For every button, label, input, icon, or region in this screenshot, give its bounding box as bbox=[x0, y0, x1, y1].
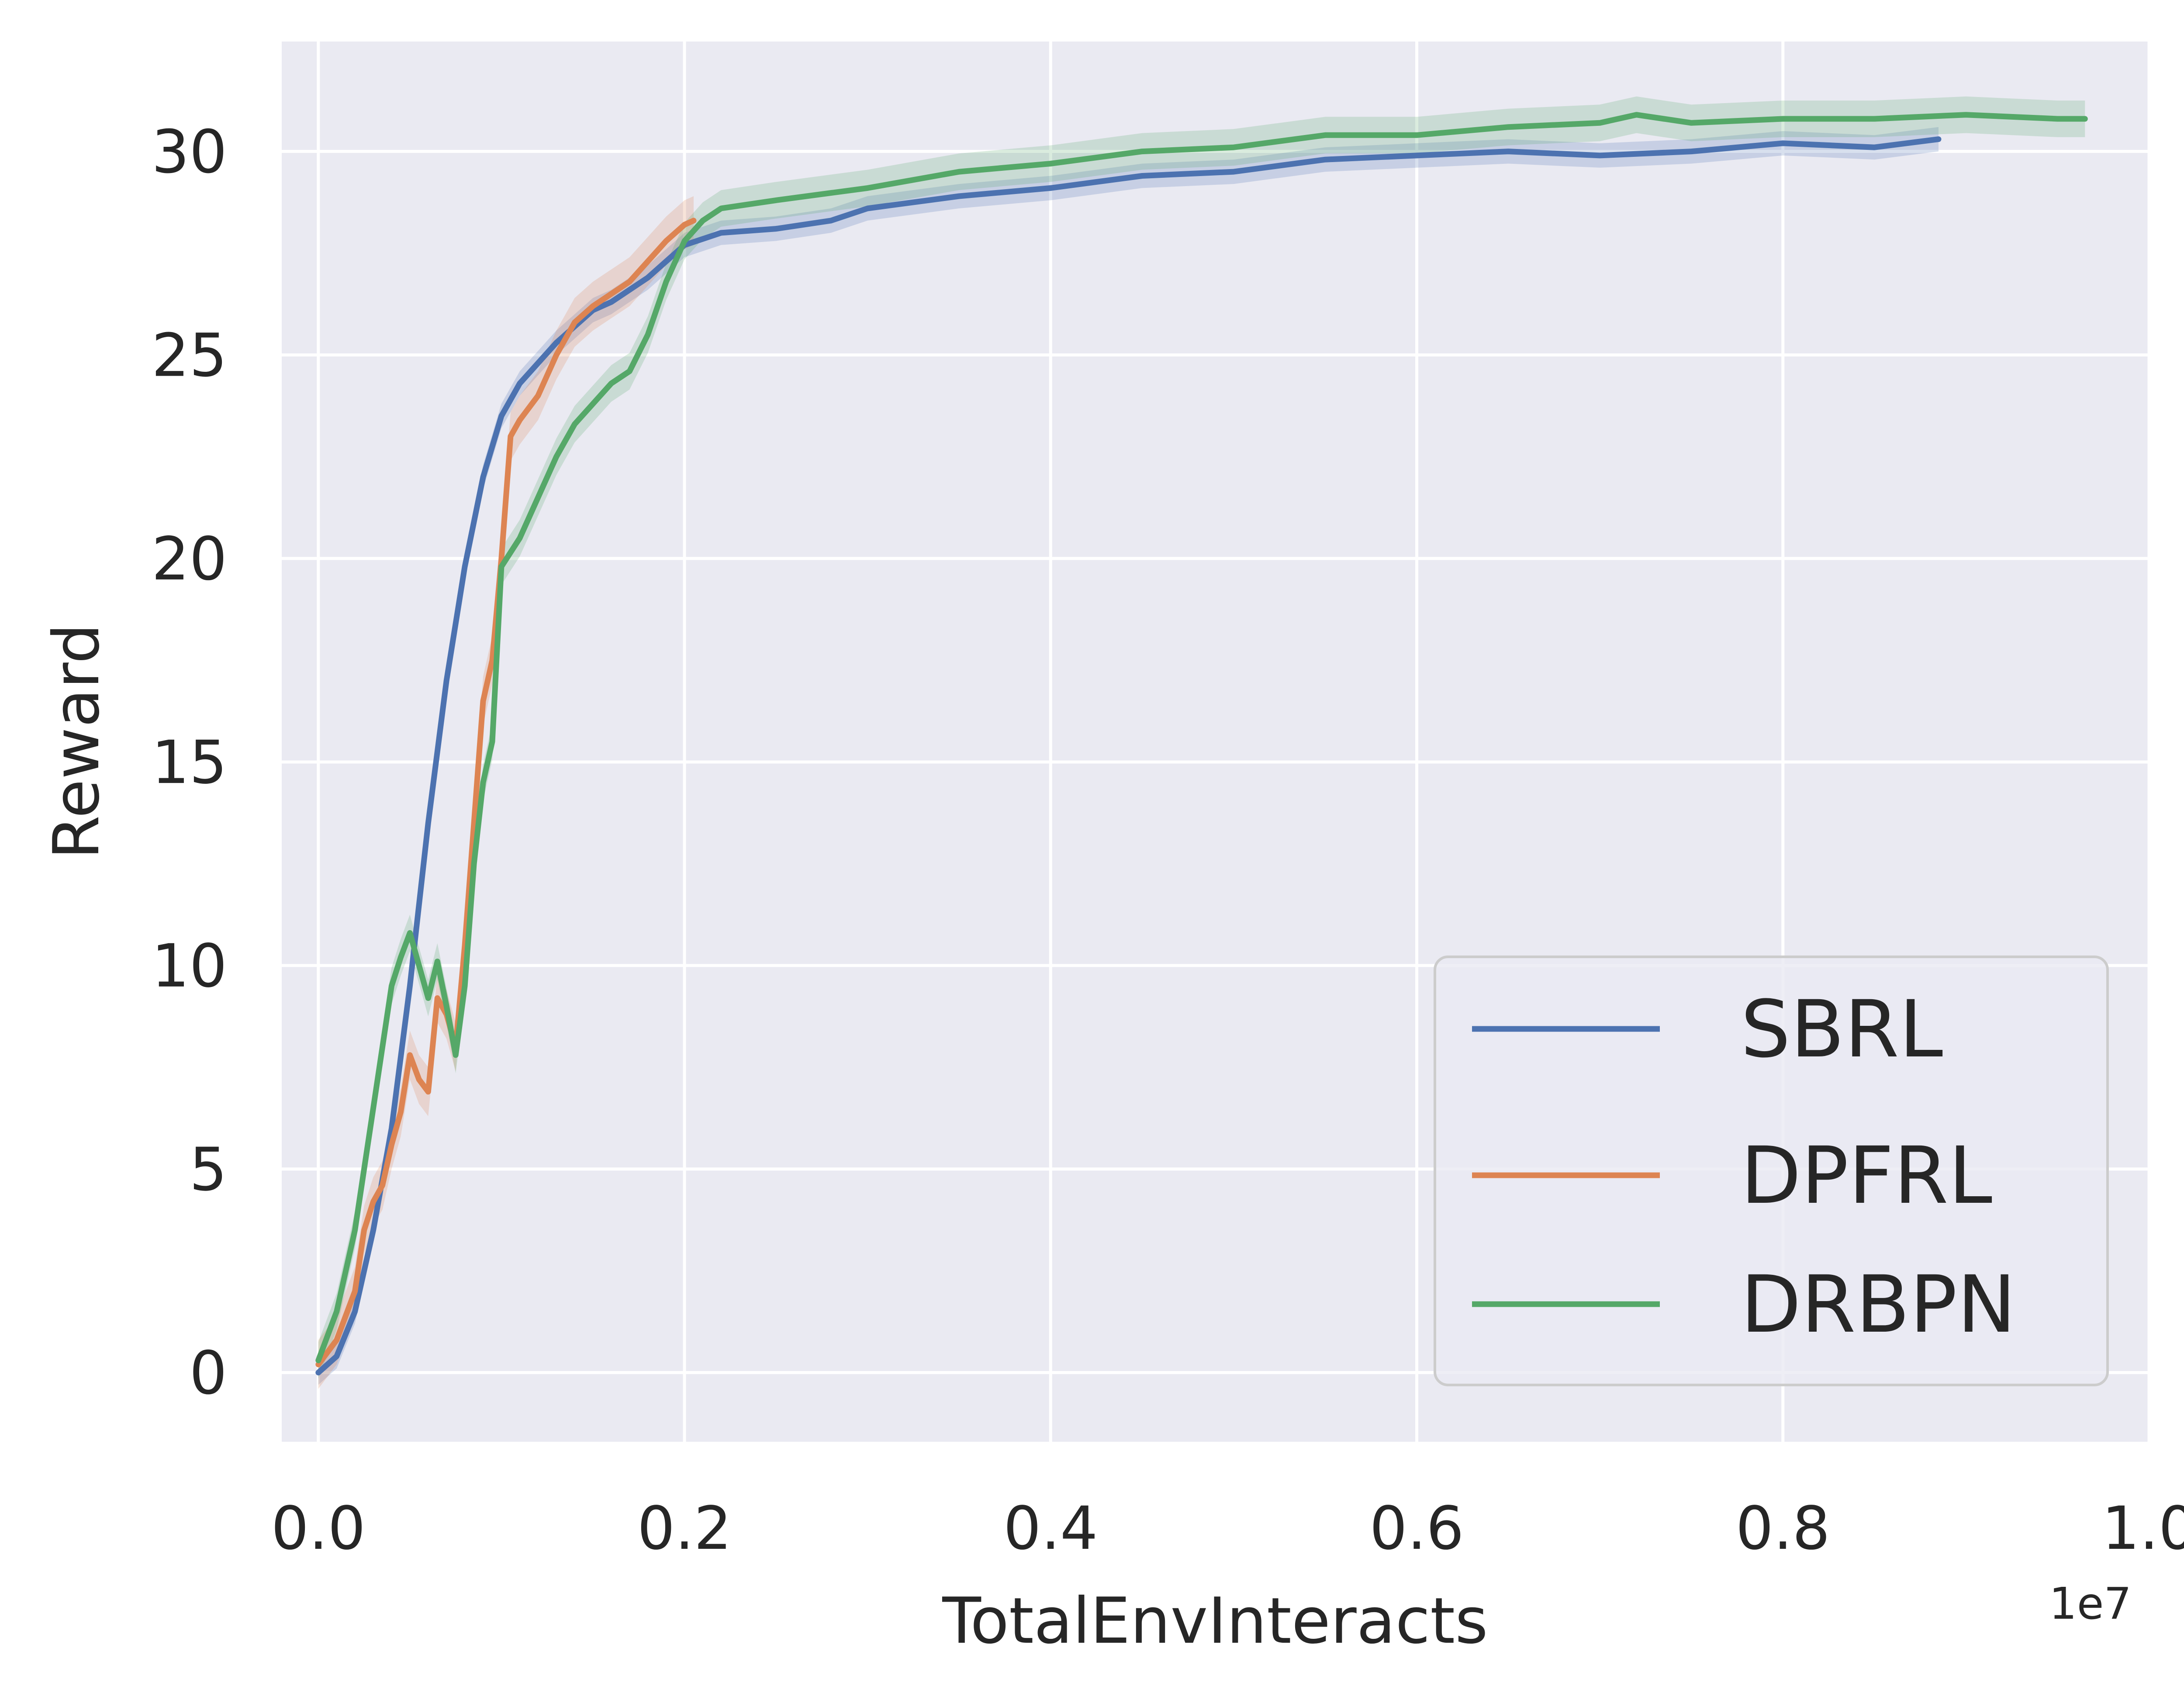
x-tick-label: 0.6 bbox=[1369, 1494, 1464, 1563]
x-tick-label: 0.2 bbox=[637, 1494, 732, 1563]
legend: SBRL DPFRL DRBPN bbox=[1434, 956, 2109, 1386]
series-lines bbox=[315, 112, 2088, 1376]
series-line-drbpn bbox=[315, 112, 2088, 1364]
x-tick-label: 1.0 bbox=[2102, 1494, 2184, 1563]
y-tick-label: 10 bbox=[152, 932, 227, 1001]
x-tick-label: 0.4 bbox=[1003, 1494, 1098, 1563]
series-line-dpfrl bbox=[315, 218, 697, 1367]
x-offset-label: 1e7 bbox=[2049, 1578, 2132, 1629]
y-tick-label: 20 bbox=[152, 525, 227, 594]
y-tick-label: 0 bbox=[189, 1339, 227, 1408]
y-axis-label: Reward bbox=[40, 623, 114, 859]
y-tick-label: 15 bbox=[152, 728, 227, 797]
y-tick-label: 5 bbox=[189, 1136, 227, 1205]
x-tick-label: 0.8 bbox=[1736, 1494, 1830, 1563]
x-axis-label: TotalEnvInteracts bbox=[942, 1584, 1488, 1658]
y-tick-label: 25 bbox=[152, 321, 227, 390]
x-tick-labels: 0.0 0.2 0.4 0.6 0.8 1.0 bbox=[271, 1494, 2184, 1563]
x-tick-label: 0.0 bbox=[271, 1494, 366, 1563]
legend-box bbox=[1434, 956, 2109, 1386]
grid-lines bbox=[282, 42, 2151, 1442]
legend-label-dpfrl: DPFRL bbox=[1741, 1130, 1992, 1222]
y-tick-labels: 0 5 10 15 20 25 30 bbox=[152, 118, 227, 1408]
y-tick-label: 30 bbox=[152, 118, 227, 187]
legend-label-sbrl: SBRL bbox=[1741, 984, 1943, 1075]
series-line-sbrl bbox=[315, 136, 1942, 1376]
legend-label-drbpn: DRBPN bbox=[1741, 1259, 2016, 1350]
